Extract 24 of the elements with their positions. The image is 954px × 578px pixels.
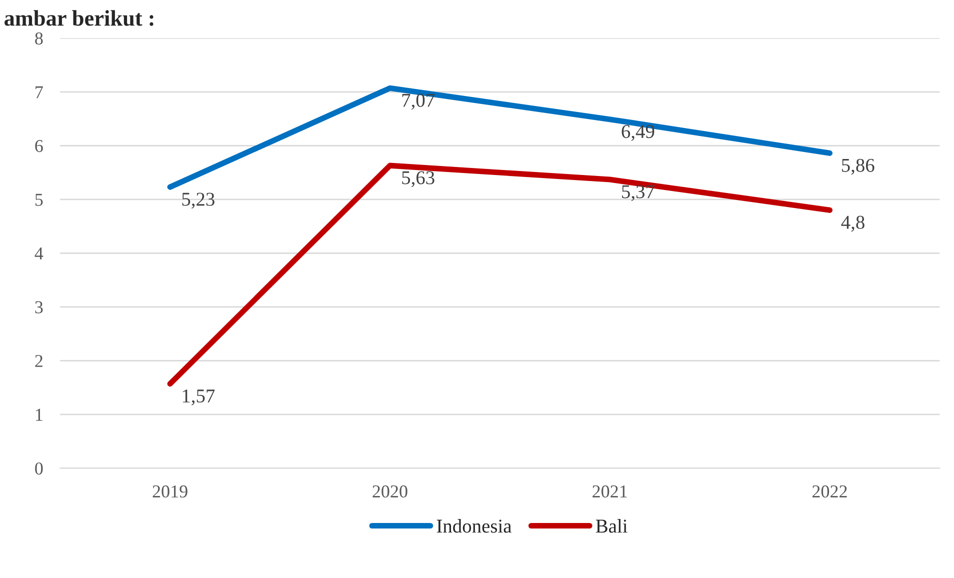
y-tick-label: 0 xyxy=(35,462,43,475)
y-tick-label: 1 xyxy=(36,408,42,421)
y-tick-label: 8 xyxy=(35,32,43,45)
data-label: 5,86 xyxy=(842,158,874,175)
x-tick-label: 2020 xyxy=(372,485,408,498)
data-label: 5,63 xyxy=(402,171,434,188)
data-label: 4,8 xyxy=(841,216,864,232)
data-label: 1,57 xyxy=(182,390,215,406)
text: ambar berikut : xyxy=(4,10,154,26)
legend-label: Bali xyxy=(596,519,628,533)
data-label: 6,49 xyxy=(622,125,654,141)
data-label: 7,07 xyxy=(402,94,435,110)
x-tick-label: 2019 xyxy=(152,485,188,498)
y-tick-label: 4 xyxy=(34,248,44,260)
x-tick-label: 2022 xyxy=(812,485,847,498)
y-tick-label: 6 xyxy=(35,140,43,152)
y-tick-label: 2 xyxy=(35,354,42,367)
y-tick-label: 3 xyxy=(35,301,43,314)
data-label: 5,37 xyxy=(622,185,654,202)
data-label: 5,23 xyxy=(182,192,214,209)
y-tick-label: 5 xyxy=(35,194,43,206)
x-tick-label: 2021 xyxy=(592,485,627,498)
legend-label: Indonesia xyxy=(436,519,512,533)
y-tick-label: 7 xyxy=(36,86,43,98)
